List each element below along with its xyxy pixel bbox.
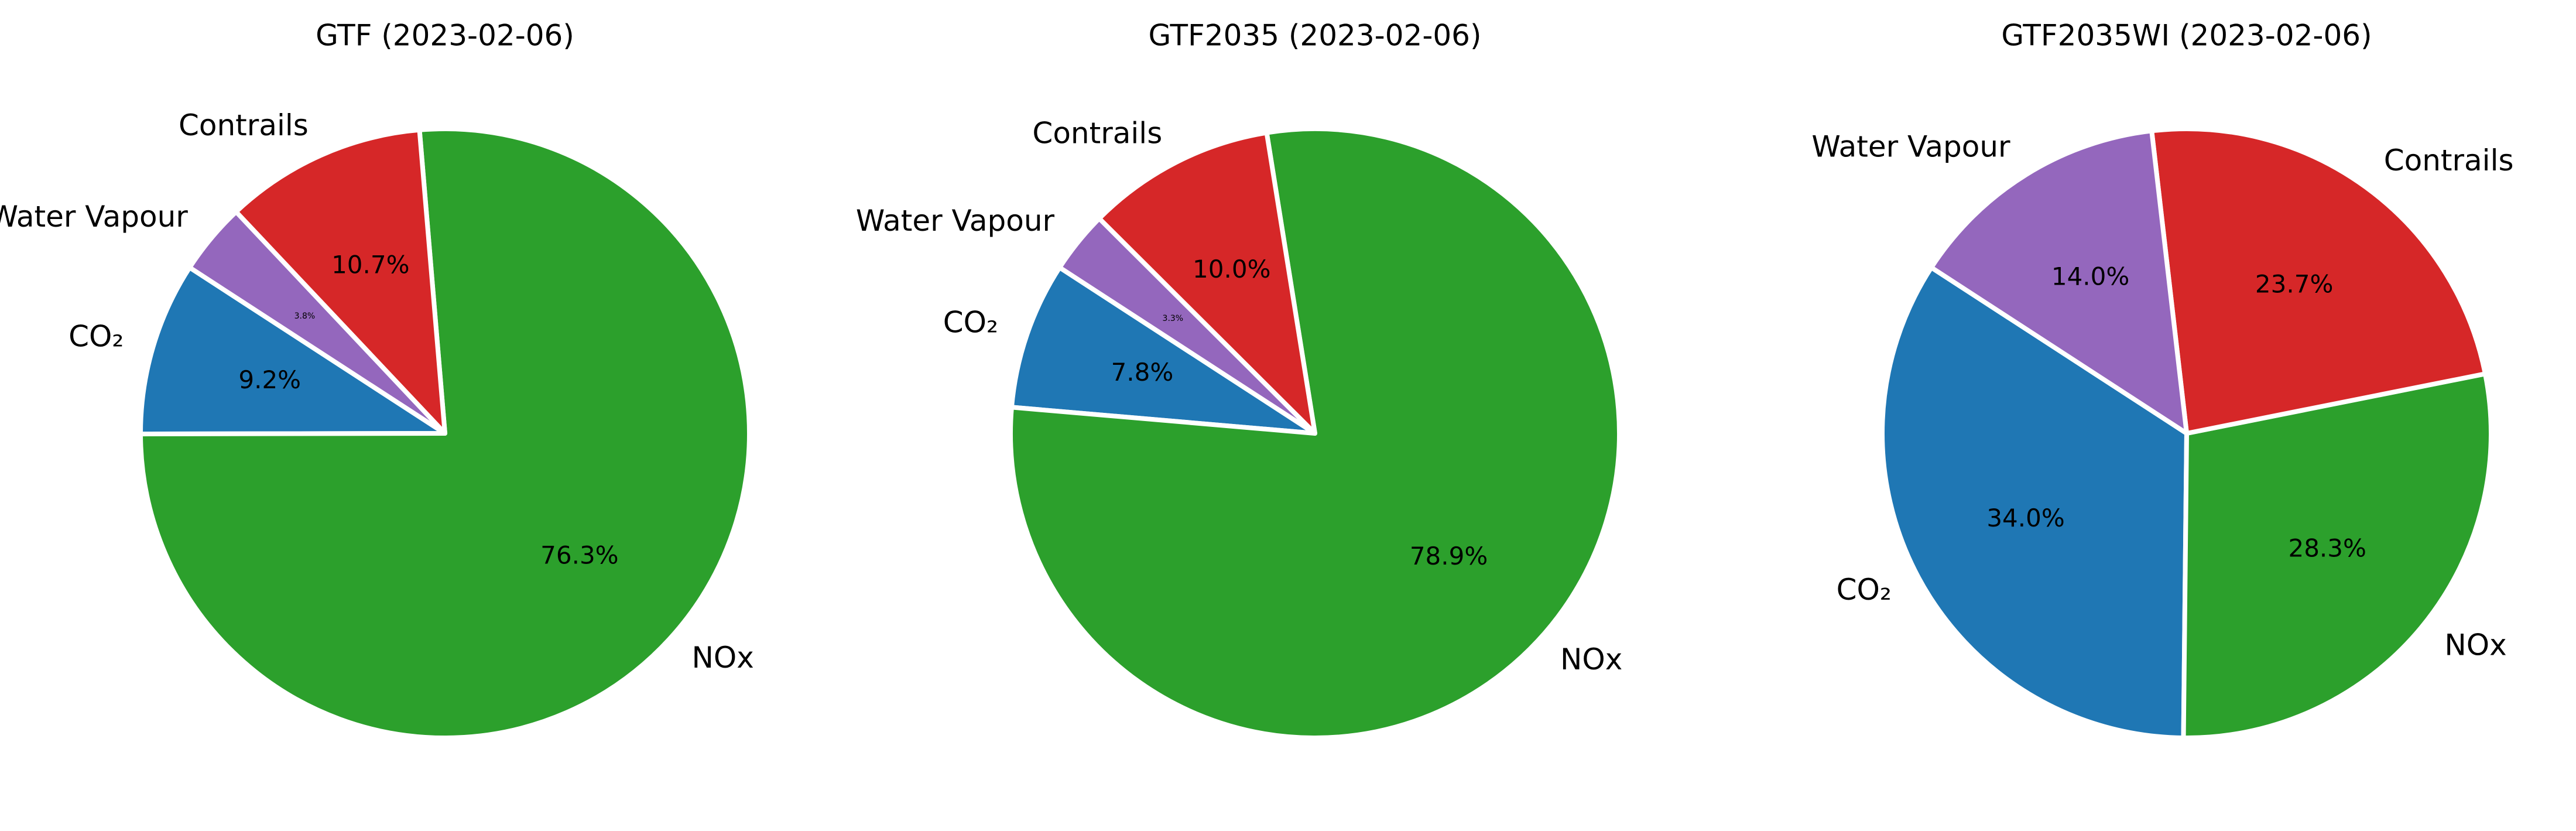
pie-chart-1: GTF (2023-02-06) 9.2% CO₂ 76.3% NOx 10.7% Cont… (0, 19, 754, 740)
category-label-water-vapour: Water Vapour (1811, 129, 2010, 163)
pie-slice-co2 (1009, 265, 1317, 436)
pie-chart-2: GTF2035 (2023-02-06) 7.8% CO₂ 78.9% NOx 10.0%… (856, 19, 1622, 740)
category-label-water-vapour: Water Vapour (0, 200, 188, 234)
value-label-water-vapour: 3.3% (1163, 314, 1184, 323)
category-label-nox: NOx (2444, 628, 2506, 662)
category-label-water-vapour: Water Vapour (856, 204, 1055, 238)
category-label-co2: CO₂ (943, 306, 998, 340)
value-label-nox: 28.3% (2288, 534, 2366, 563)
value-label-nox: 76.3% (540, 541, 618, 569)
category-label-contrails: Contrails (2384, 143, 2514, 177)
category-label-co2: CO₂ (68, 320, 124, 354)
pie-slice-nox (1008, 126, 1622, 740)
value-label-water-vapour: 3.8% (294, 312, 316, 321)
pie-slice-water-vapour (1057, 216, 1317, 436)
pie-slice-co2 (138, 265, 447, 437)
pie-slice-contrails (234, 127, 447, 436)
chart-title: GTF2035WI (2023-02-06) (2001, 19, 2372, 53)
value-label-co2: 7.8% (1111, 358, 1174, 387)
value-label-water-vapour: 14.0% (2051, 262, 2129, 290)
value-label-contrails: 23.7% (2255, 269, 2333, 298)
pie-slice-water-vapour (1928, 128, 2189, 436)
value-label-nox: 78.9% (1410, 542, 1488, 570)
pie-slice-contrails (1097, 130, 1317, 436)
chart-title: GTF2035 (2023-02-06) (1149, 19, 1482, 53)
chart-title: GTF (2023-02-06) (316, 19, 574, 53)
value-label-co2: 34.0% (1986, 504, 2064, 532)
category-label-contrails: Contrails (1032, 116, 1162, 150)
pie-slice-contrails (2149, 126, 2488, 436)
pie-slice-nox (2181, 371, 2493, 740)
pie-chart-3: GTF2035WI (2023-02-06) 34.0% CO₂ 28.3% NOx 23… (1811, 19, 2514, 740)
category-label-co2: CO₂ (1837, 573, 1892, 607)
value-label-contrails: 10.0% (1193, 255, 1270, 283)
pie-slice-water-vapour (187, 209, 447, 436)
category-label-contrails: Contrails (179, 108, 309, 142)
category-label-nox: NOx (691, 641, 753, 675)
value-label-contrails: 10.7% (331, 251, 409, 279)
value-label-co2: 9.2% (238, 365, 301, 394)
category-label-nox: NOx (1560, 642, 1622, 676)
